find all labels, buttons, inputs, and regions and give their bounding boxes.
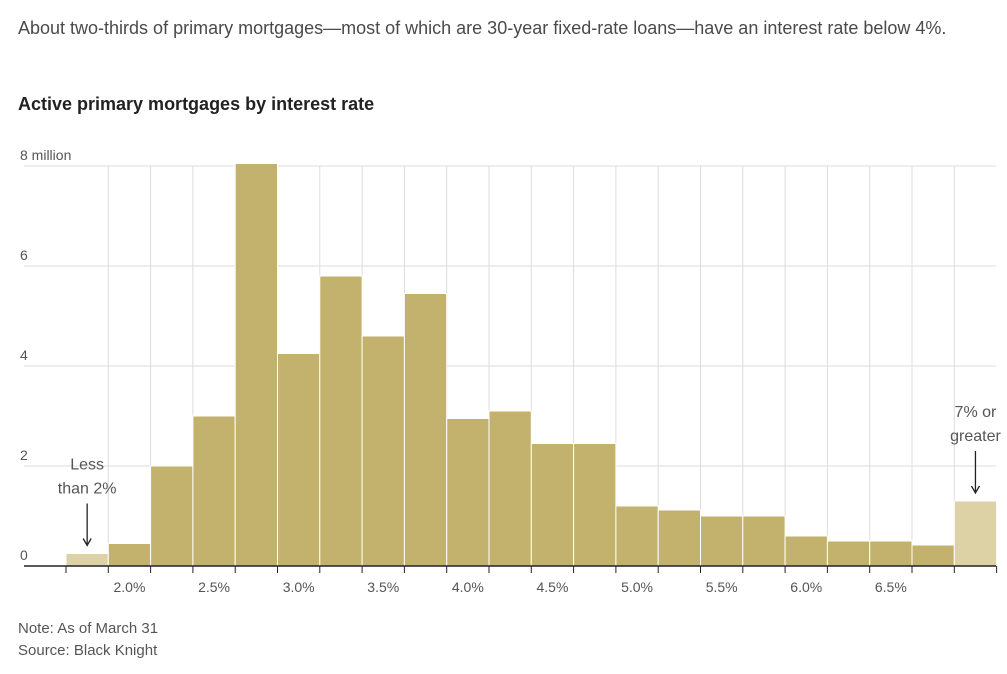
annotation-label: greater (950, 428, 1001, 445)
histogram-bar (953, 500, 998, 567)
annotation-label: than 2% (58, 481, 117, 498)
histogram-bar (784, 535, 828, 567)
y-tick-label: 2 (20, 447, 28, 463)
chart-title: Active primary mortgages by interest rat… (18, 94, 375, 114)
histogram-bar (277, 353, 321, 567)
x-tick-label: 3.5% (367, 579, 399, 595)
histogram-bar (826, 540, 871, 567)
x-tick-label: 6.5% (875, 579, 907, 595)
histogram-bar (742, 515, 786, 567)
histogram-bar (615, 505, 659, 567)
histogram-bar (65, 553, 109, 567)
annotation-label: Less (70, 457, 104, 474)
histogram-bar (446, 418, 490, 567)
x-tick-label: 5.0% (621, 579, 653, 595)
histogram-bar (869, 540, 913, 567)
source-text: Source: Black Knight (18, 642, 158, 659)
chart-subtitle: About two-thirds of primary mortgages—mo… (18, 18, 947, 38)
x-tick-label: 5.5% (706, 579, 738, 595)
x-tick-label: 2.0% (113, 579, 145, 595)
histogram-bar (150, 465, 194, 567)
histogram-bar (700, 515, 744, 567)
y-tick-label: 8 million (20, 147, 71, 163)
annotation-arrow-head (82, 538, 92, 547)
histogram-bar (573, 443, 617, 567)
histogram-bar (107, 543, 152, 567)
annotation-label: 7% or (955, 404, 997, 421)
x-tick-label: 4.0% (452, 579, 484, 595)
annotation-arrow-head (970, 485, 981, 495)
x-tick-label: 4.5% (536, 579, 568, 595)
histogram-bar (530, 443, 575, 567)
histogram-bar (319, 275, 363, 567)
histogram-bar (488, 410, 532, 567)
x-tick-label: 2.5% (198, 579, 230, 595)
x-tick-label: 3.0% (283, 579, 315, 595)
chart-footnote: Note: As of March 31 Source: Black Knigh… (18, 618, 158, 662)
histogram-bar (234, 163, 278, 567)
histogram-bar (361, 335, 405, 567)
histogram-bar (192, 415, 236, 567)
histogram-bar (657, 509, 702, 567)
note-text: Note: As of March 31 (18, 620, 159, 637)
y-tick-label: 0 (20, 547, 28, 563)
y-tick-label: 6 (20, 247, 28, 263)
y-tick-label: 4 (20, 347, 28, 363)
histogram-bar (403, 293, 448, 567)
histogram-bar (911, 544, 955, 567)
x-tick-label: 6.0% (790, 579, 822, 595)
histogram-chart: 0 2 4 6 8 million 2.0% 2.5% 3.0% 3.5% 4.0% 4.5% 5.0… (20, 147, 1001, 595)
